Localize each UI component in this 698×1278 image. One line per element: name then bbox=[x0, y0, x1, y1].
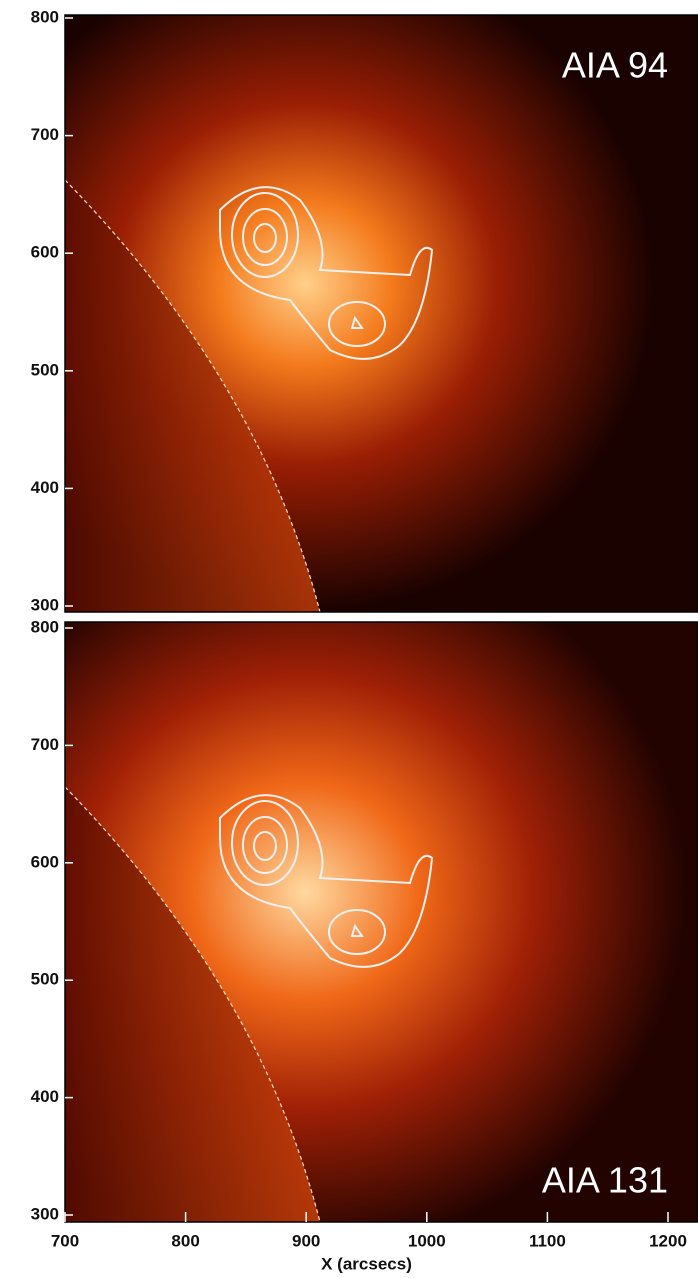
panel-label: AIA 94 bbox=[562, 45, 668, 86]
y-tick-label: 400 bbox=[31, 1087, 59, 1106]
x-tick-label: 1000 bbox=[408, 1231, 446, 1250]
x-tick-label: 1100 bbox=[529, 1231, 566, 1250]
y-tick-label: 300 bbox=[31, 1204, 59, 1223]
y-tick-label: 500 bbox=[31, 360, 59, 379]
x-tick-label: 900 bbox=[292, 1231, 320, 1250]
panel-image-2 bbox=[65, 622, 698, 1222]
figure: 300 400 500 600 700 800 AIA 94 300 400 500 600 700 8… bbox=[0, 0, 698, 1278]
panel-image-1 bbox=[65, 15, 698, 612]
y-tick-label: 300 bbox=[31, 595, 59, 614]
y-tick-label: 700 bbox=[31, 735, 59, 754]
x-tick-label: 800 bbox=[171, 1231, 199, 1250]
x-tick-label: 1200 bbox=[649, 1231, 687, 1250]
y-tick-label: 600 bbox=[31, 243, 59, 262]
y-tick-label: 500 bbox=[31, 970, 59, 989]
y-tick-label: 600 bbox=[31, 852, 59, 871]
y-tick-label: 400 bbox=[31, 478, 59, 497]
y-tick-label: 800 bbox=[31, 617, 59, 636]
panel-label: AIA 131 bbox=[542, 1160, 668, 1201]
x-tick-label: 700 bbox=[51, 1231, 79, 1250]
y-tick-label: 800 bbox=[31, 7, 59, 26]
x-axis-label: X (arcsecs) bbox=[321, 1254, 412, 1273]
y-tick-label: 700 bbox=[31, 125, 59, 144]
